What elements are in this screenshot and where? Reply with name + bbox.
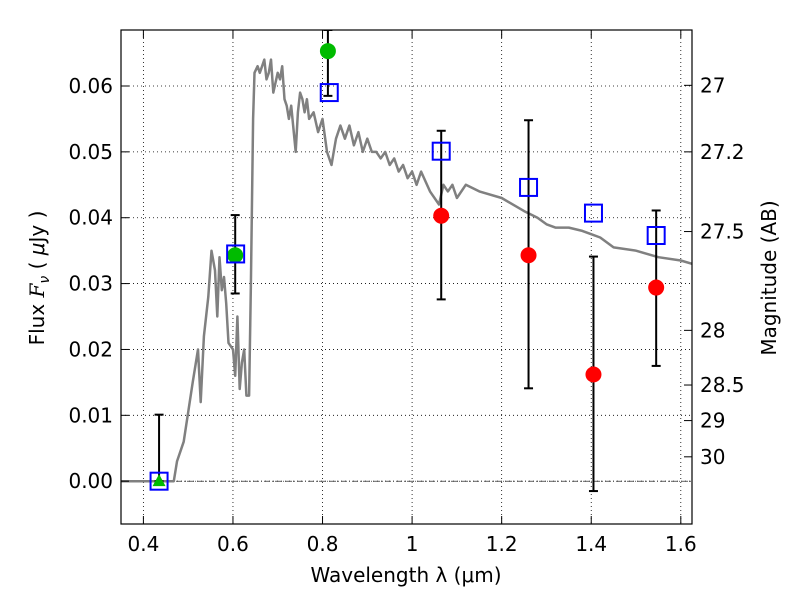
model-flux-square (319, 83, 339, 103)
data-point (648, 279, 665, 296)
model-flux-square (149, 471, 169, 491)
y-label-paren: ( (25, 255, 49, 276)
tick-layer (121, 30, 692, 524)
mag-tick-label: 27 (700, 73, 725, 97)
x-tick-label: 1.2 (486, 532, 518, 556)
model-flux-square (431, 141, 451, 161)
mag-tick-label: 30 (700, 445, 725, 469)
marker-layer (149, 43, 666, 491)
y-tick-label: 0.03 (68, 272, 113, 296)
mag-tick-label: 27.2 (700, 140, 745, 164)
model-spectrum-line (121, 58, 692, 483)
x-axis-label: Wavelength λ (μm) (310, 563, 501, 587)
y-tick-label: 0.02 (68, 337, 113, 361)
y-label-flux: Flux (25, 297, 49, 345)
y-tick-label: 0.00 (68, 469, 113, 493)
x-tick-label: 1.6 (665, 532, 697, 556)
y-label-unit: Jy ) (25, 211, 49, 245)
plot-frame (120, 29, 693, 525)
model-flux-square (519, 177, 539, 197)
y-tick-label: 0.06 (68, 74, 113, 98)
data-point (585, 366, 602, 383)
grid-lines (121, 30, 692, 524)
y-label-mu: μ (25, 242, 49, 256)
model-flux-square (226, 244, 246, 264)
y-tick-label: 0.05 (68, 140, 113, 164)
mag-tick-label: 28.5 (700, 373, 745, 397)
model-layer (121, 58, 692, 483)
y-tick-label: 0.04 (68, 206, 113, 230)
data-point-triangle (152, 474, 166, 487)
data-point (227, 247, 244, 264)
x-tick-label: 0.8 (307, 532, 339, 556)
data-point (520, 247, 537, 264)
y-label-f: F (25, 282, 49, 298)
y2-axis-label: Magnitude (AB) (757, 200, 781, 355)
x-tick-label: 0.6 (217, 532, 249, 556)
data-point (433, 207, 450, 224)
tick-label-layer: 0.4 0.6 0.8 1 1.2 1.4 1.6 0.00 0.01 0.02 0.03 0.04 0… (68, 73, 744, 556)
y-axis-label: Flux Fν ( μJy ) (25, 211, 53, 346)
x-tick-label: 0.4 (127, 532, 159, 556)
y-label-nu: ν (37, 276, 53, 284)
data-point (319, 43, 336, 60)
model-flux-square (646, 226, 666, 246)
x-tick-label: 1 (406, 532, 419, 556)
model-flux-square (583, 203, 603, 223)
x-tick-label: 1.4 (575, 532, 607, 556)
mag-tick-label: 28 (700, 318, 725, 342)
mag-tick-label: 27.5 (700, 220, 745, 244)
mag-tick-label: 29 (700, 409, 725, 433)
y-tick-label: 0.01 (68, 403, 113, 427)
